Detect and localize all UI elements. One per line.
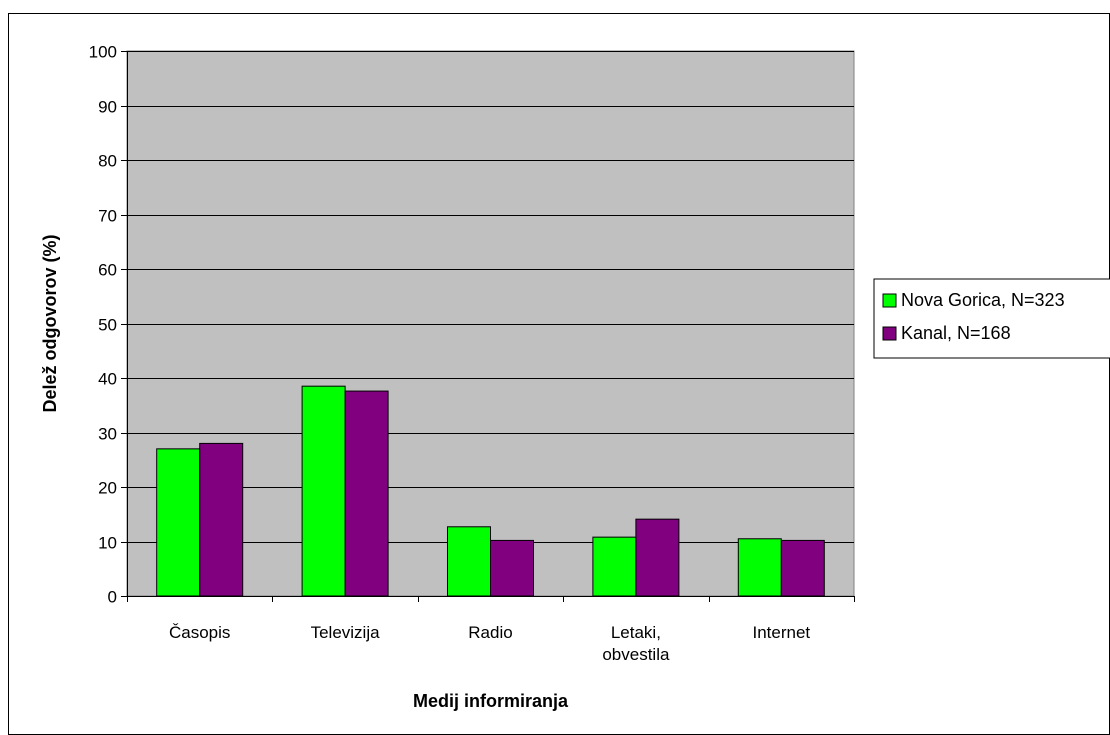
y-tick-label: 90 bbox=[98, 98, 117, 117]
x-tick-label-line: Radio bbox=[468, 623, 512, 642]
bar bbox=[156, 448, 201, 597]
legend-swatch bbox=[882, 293, 897, 308]
legend: Nova Gorica, N=323 Kanal, N=168 bbox=[873, 278, 1110, 359]
bar bbox=[447, 526, 491, 597]
y-tick-label: 0 bbox=[108, 588, 117, 607]
y-tick-label: 40 bbox=[98, 370, 117, 389]
bar bbox=[344, 390, 389, 597]
y-tick-label: 70 bbox=[98, 207, 117, 226]
x-tick-label: Internet bbox=[752, 623, 810, 642]
x-tick-label: Radio bbox=[468, 623, 512, 642]
x-tick-label: Letaki, obvestila bbox=[602, 623, 670, 664]
bar bbox=[737, 538, 782, 597]
x-tick-label: Časopis bbox=[169, 623, 230, 642]
y-tick-label: 100 bbox=[89, 43, 117, 62]
legend-label: Nova Gorica, N=323 bbox=[901, 290, 1065, 310]
bar bbox=[780, 539, 825, 597]
x-tick-label-line: Letaki, bbox=[611, 623, 661, 642]
y-tick-label: 30 bbox=[98, 425, 117, 444]
x-tick-label-line: Časopis bbox=[169, 623, 230, 642]
y-tick-label: 60 bbox=[98, 261, 117, 280]
legend-label: Kanal, N=168 bbox=[901, 323, 1011, 343]
bar bbox=[301, 385, 346, 597]
y-ticks: 0 10 20 30 40 50 60 70 80 90 100 bbox=[89, 43, 127, 607]
legend-swatch bbox=[882, 326, 897, 341]
y-axis-title: Delež odgovorov (%) bbox=[40, 234, 60, 412]
x-axis-title: Medij informiranja bbox=[413, 691, 569, 711]
y-tick-label: 50 bbox=[98, 316, 117, 335]
x-tick-label-line: Internet bbox=[752, 623, 810, 642]
y-tick-label: 80 bbox=[98, 152, 117, 171]
legend-box bbox=[873, 278, 1110, 359]
plot-area bbox=[126, 50, 855, 597]
x-tick-label: Televizija bbox=[311, 623, 381, 642]
bar bbox=[635, 518, 680, 597]
bar bbox=[592, 536, 637, 597]
x-tick-label-line: Televizija bbox=[311, 623, 381, 642]
x-tick-label-line: obvestila bbox=[602, 645, 670, 664]
y-tick-label: 10 bbox=[98, 534, 117, 553]
x-ticks: Časopis Televizija Radio Letaki, obvestila In… bbox=[127, 596, 855, 664]
y-tick-label: 20 bbox=[98, 479, 117, 498]
bar bbox=[490, 539, 534, 597]
bar bbox=[199, 442, 244, 597]
gridlines bbox=[127, 51, 854, 543]
